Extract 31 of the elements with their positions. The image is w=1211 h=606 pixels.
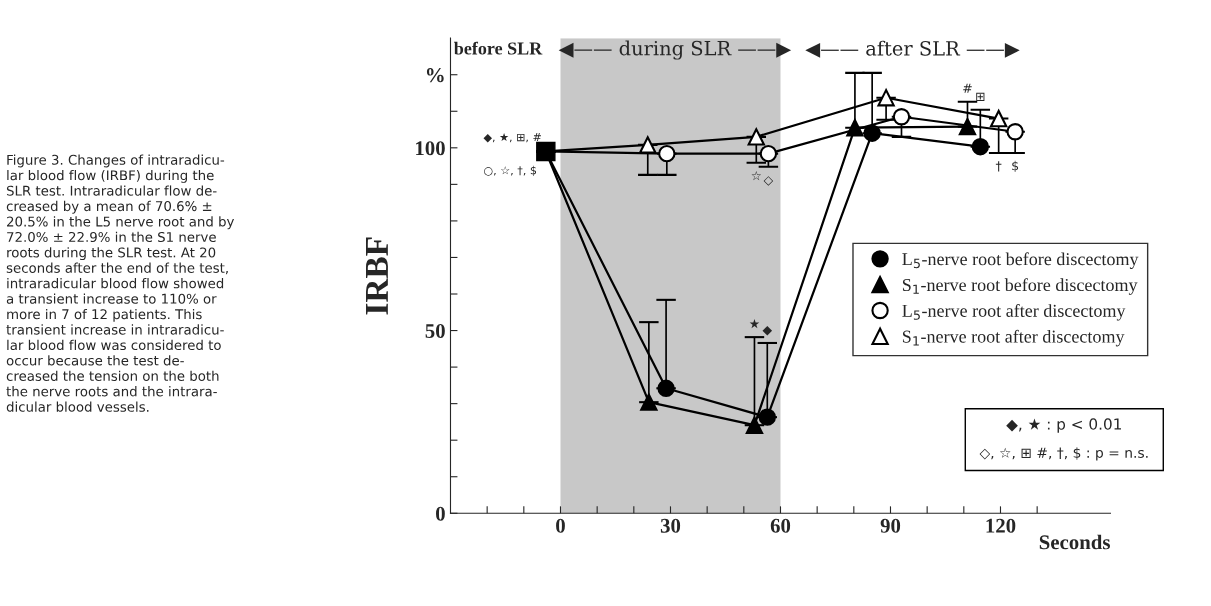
legend-label: L$_{5}$-nerve root after discectomy [902, 304, 1126, 321]
annotation: ◆, ★, ⊞, # [483, 132, 541, 143]
annotation: ◆ [762, 325, 773, 336]
x-tick-label: 90 [880, 518, 901, 533]
x-axis-title: Seconds [1039, 534, 1110, 550]
y-tick-label: 100 [416, 141, 445, 156]
annotation: # [963, 83, 972, 93]
x-tick-label: 0 [556, 518, 565, 533]
legend-label: S$_{1}$-nerve root after discectomy [902, 329, 1125, 347]
annotation: $ [1012, 160, 1019, 173]
y-tick-label: 50 [425, 323, 445, 338]
annotation: ☆ [751, 171, 762, 181]
annotation: † [995, 161, 1002, 172]
annotation: ◆, ★ : p < 0.01 [1006, 418, 1121, 433]
y-axis-title: IRBF [366, 237, 388, 315]
annotation: ◀—— during SLR ——▶ [558, 40, 792, 60]
annotation: ◇ [763, 176, 774, 186]
y-tick-label: % [426, 68, 444, 83]
annotation: before SLR [454, 41, 543, 55]
annotation: ○, ☆, †, $ [484, 165, 537, 176]
y-tick-label: 0 [436, 506, 445, 521]
legend-label: L$_{5}$-nerve root before discectomy [902, 252, 1139, 269]
legend-label: S$_{1}$-nerve root before discectomy [902, 278, 1138, 295]
text: Figure 3. Changes of intraradicu- lar blood flow (IRBF) during the SLR test. Intraradicular flow de- creased by a mean of 70.6% ± 20.5% in the L5 nerve root and by 72.0% ± 22.9% in the S1 nerve roots during the SLR test. At 20 seconds after the end of the test, intraradicular blood flow showed a transient increase to 110% or more in 7 of 12 patients. This transient increase in intraradicu- lar blood flow was considered to occur because the test de- creased the tension on the both the nerve roots and the intrara- dicular blood vessels. [6, 154, 235, 412]
x-tick-label: 60 [770, 518, 791, 533]
x-tick-label: 120 [986, 518, 1016, 533]
annotation: ⊞ [976, 92, 985, 101]
annotation: ◀—— after SLR ——▶ [805, 40, 1020, 58]
annotation: ◇, ☆, ⊞ #, †, $ : p = n.s. [979, 447, 1148, 461]
annotation: ★ [749, 319, 760, 329]
x-tick-label: 30 [660, 518, 681, 533]
